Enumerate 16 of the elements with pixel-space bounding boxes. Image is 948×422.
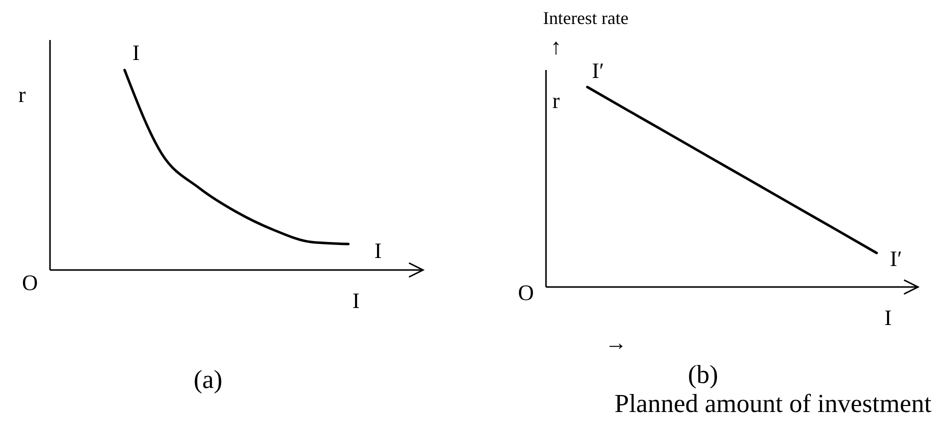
text: → [605,330,627,355]
x-axis-title: I [884,305,892,330]
series-label: I [132,40,140,65]
text: I [374,238,382,263]
y-axis-title: r [552,88,560,113]
text: O [518,280,534,305]
text: Planned amount of investment [614,389,932,418]
x-axis-title: I [352,288,360,313]
text: Interest rate [543,8,628,28]
text: (b) [688,360,718,389]
series-label: I′ [592,58,604,83]
text: ↑ [550,34,562,59]
text: O [22,270,38,295]
y-axis-title: r [18,82,26,107]
text: (a) [194,365,222,394]
text: I′ [890,246,902,271]
